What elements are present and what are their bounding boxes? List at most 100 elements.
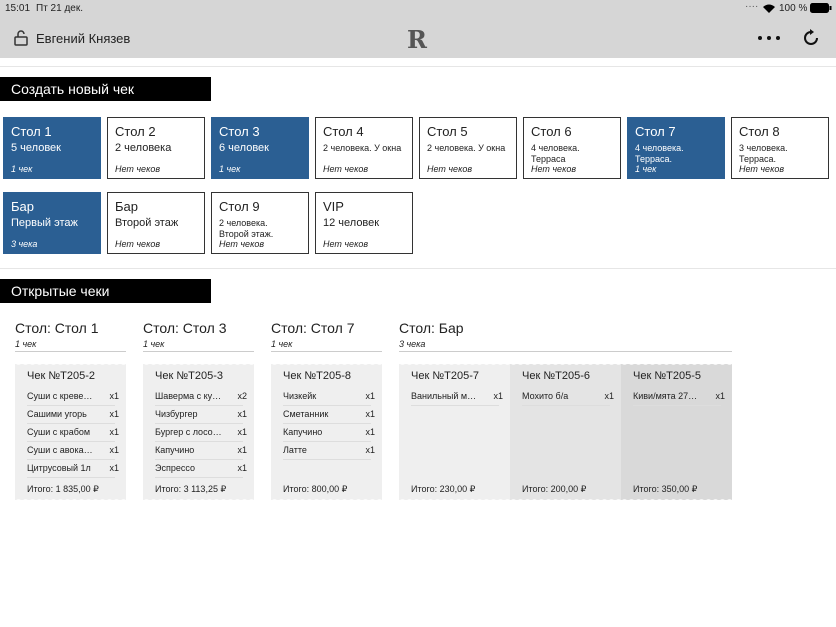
signal-dots: ···· <box>745 1 759 12</box>
group-underline <box>143 351 254 352</box>
group-title: Стол: Стол 3 <box>143 320 227 336</box>
receipt-item: Киви/мята 27… x1 <box>633 387 725 406</box>
table-desc: 4 человека. Терраса <box>531 143 580 165</box>
table-tile[interactable]: Бар Первый этаж 3 чека <box>3 192 101 254</box>
item-qty: x1 <box>109 445 119 455</box>
receipt-total: Итого: 800,00 ₽ <box>283 484 348 494</box>
divider <box>0 66 836 67</box>
table-desc: 2 человека. Второй этаж. <box>219 218 273 240</box>
receipt[interactable]: Чек №T205-7 Ванильный м… x1 Итого: 230,00 ₽ <box>399 361 510 503</box>
table-checks: Нет чеков <box>115 164 161 174</box>
receipt[interactable]: Чек №T205-8 Чизкейк x1 Сметанник x1 Капучино x… <box>271 361 382 503</box>
receipt[interactable]: Чек №T205-6 Мохито б/а x1 Итого: 200,00 ₽ <box>510 361 621 503</box>
desc-line: 5 человек <box>11 142 61 154</box>
table-tile[interactable]: Стол 1 5 человек 1 чек <box>3 117 101 179</box>
group-count: 1 чек <box>15 339 37 349</box>
receipt-item: Эспрессо x1 <box>155 459 247 478</box>
receipt-item: Сашими угорь x1 <box>27 405 119 424</box>
receipt[interactable]: Чек №T205-5 Киви/мята 27… x1 Итого: 350,00 … <box>621 361 732 503</box>
desc-line: 4 человека. <box>531 143 580 153</box>
table-tile[interactable]: Стол 9 2 человека. Второй этаж. Нет чеков <box>211 192 309 254</box>
receipt-number: Чек №T205-2 <box>27 370 95 382</box>
group-underline <box>271 351 382 352</box>
table-tile[interactable]: Стол 7 4 человека. Терраса. 1 чек <box>627 117 725 179</box>
receipt-item: Капучино x1 <box>155 441 247 460</box>
table-tile[interactable]: Бар Второй этаж Нет чеков <box>107 192 205 254</box>
table-desc: 2 человека. У окна <box>427 143 505 154</box>
desc-line: 2 человека. У окна <box>323 143 402 153</box>
table-checks: 1 чек <box>11 164 33 174</box>
section-title: Создать новый чек <box>0 77 211 101</box>
table-checks: Нет чеков <box>323 239 369 249</box>
divider <box>0 268 836 269</box>
receipt-item: Сметанник x1 <box>283 405 375 424</box>
desc-line: Терраса <box>531 154 566 164</box>
receipt-total: Итого: 230,00 ₽ <box>411 484 476 494</box>
table-tile[interactable]: Стол 4 2 человека. У окна Нет чеков <box>315 117 413 179</box>
table-checks: Нет чеков <box>219 239 265 249</box>
item-qty: x1 <box>237 427 247 437</box>
battery-text: 100 % <box>779 3 808 14</box>
item-name: Эспрессо <box>155 463 195 473</box>
table-name: VIP <box>323 199 344 214</box>
item-name: Сметанник <box>283 409 329 419</box>
item-name: Ванильный м… <box>411 391 477 401</box>
desc-line: Терраса. <box>635 154 673 164</box>
table-desc: Первый этаж <box>11 217 78 229</box>
table-checks: Нет чеков <box>739 164 785 174</box>
table-name: Стол 9 <box>219 199 260 214</box>
refresh-button[interactable] <box>803 28 821 48</box>
receipt-number: Чек №T205-8 <box>283 370 351 382</box>
item-qty: x1 <box>109 427 119 437</box>
item-qty: x1 <box>493 391 503 401</box>
desc-line: 4 человека. <box>635 143 684 153</box>
table-tile[interactable]: Стол 8 3 человека. Терраса. Нет чеков <box>731 117 829 179</box>
receipt-number: Чек №T205-7 <box>411 370 479 382</box>
table-desc: 5 человек <box>11 142 61 154</box>
desc-line: Терраса. <box>739 154 777 164</box>
item-name: Суши с авока… <box>27 445 93 455</box>
table-tile[interactable]: Стол 3 6 человек 1 чек <box>211 117 309 179</box>
receipt-number: Чек №T205-3 <box>155 370 223 382</box>
table-desc: 12 человек <box>323 217 379 229</box>
table-desc: 4 человека. Терраса. <box>635 143 684 165</box>
item-name: Суши с крабом <box>27 427 91 437</box>
table-checks: Нет чеков <box>323 164 369 174</box>
logout-icon[interactable] <box>13 30 29 46</box>
battery-icon <box>810 3 832 13</box>
group-underline <box>399 351 732 352</box>
table-tile[interactable]: Стол 5 2 человека. У окна Нет чеков <box>419 117 517 179</box>
group-count: 1 чек <box>143 339 165 349</box>
table-desc: 6 человек <box>219 142 269 154</box>
item-qty: x1 <box>109 409 119 419</box>
more-button[interactable] <box>757 34 781 42</box>
item-qty: x2 <box>237 391 247 401</box>
table-desc: 2 человека <box>115 142 171 154</box>
item-name: Сашими угорь <box>27 409 87 419</box>
receipt-total: Итого: 1 835,00 ₽ <box>27 484 99 494</box>
user-name[interactable]: Евгений Князев <box>36 31 131 46</box>
receipt-item: Суши с креве… x1 <box>27 387 119 406</box>
section-title: Открытые чеки <box>0 279 211 303</box>
status-date: Пт 21 дек. <box>36 3 83 14</box>
item-qty: x1 <box>109 391 119 401</box>
item-qty: x1 <box>109 463 119 473</box>
table-tile[interactable]: Стол 6 4 человека. Терраса Нет чеков <box>523 117 621 179</box>
table-checks: 3 чека <box>11 239 38 249</box>
receipt-item: Чизкейк x1 <box>283 387 375 406</box>
receipt[interactable]: Чек №T205-2 Суши с креве… x1 Сашими угорь x1… <box>15 361 126 503</box>
table-checks: Нет чеков <box>531 164 577 174</box>
receipt-number: Чек №T205-6 <box>522 370 590 382</box>
table-name: Стол 4 <box>323 124 364 139</box>
item-name: Мохито б/а <box>522 391 569 401</box>
item-qty: x1 <box>237 445 247 455</box>
item-name: Цитрусовый 1л <box>27 463 91 473</box>
group-title: Стол: Бар <box>399 320 464 336</box>
top-bar <box>0 0 836 58</box>
table-tile[interactable]: Стол 2 2 человека Нет чеков <box>107 117 205 179</box>
table-checks: 1 чек <box>219 164 241 174</box>
receipt[interactable]: Чек №T205-3 Шаверма с ку… x2 Чизбургер x1 Бур… <box>143 361 254 503</box>
table-tile[interactable]: VIP 12 человек Нет чеков <box>315 192 413 254</box>
receipt-total: Итого: 350,00 ₽ <box>633 484 698 494</box>
desc-line: Второй этаж. <box>219 229 274 239</box>
